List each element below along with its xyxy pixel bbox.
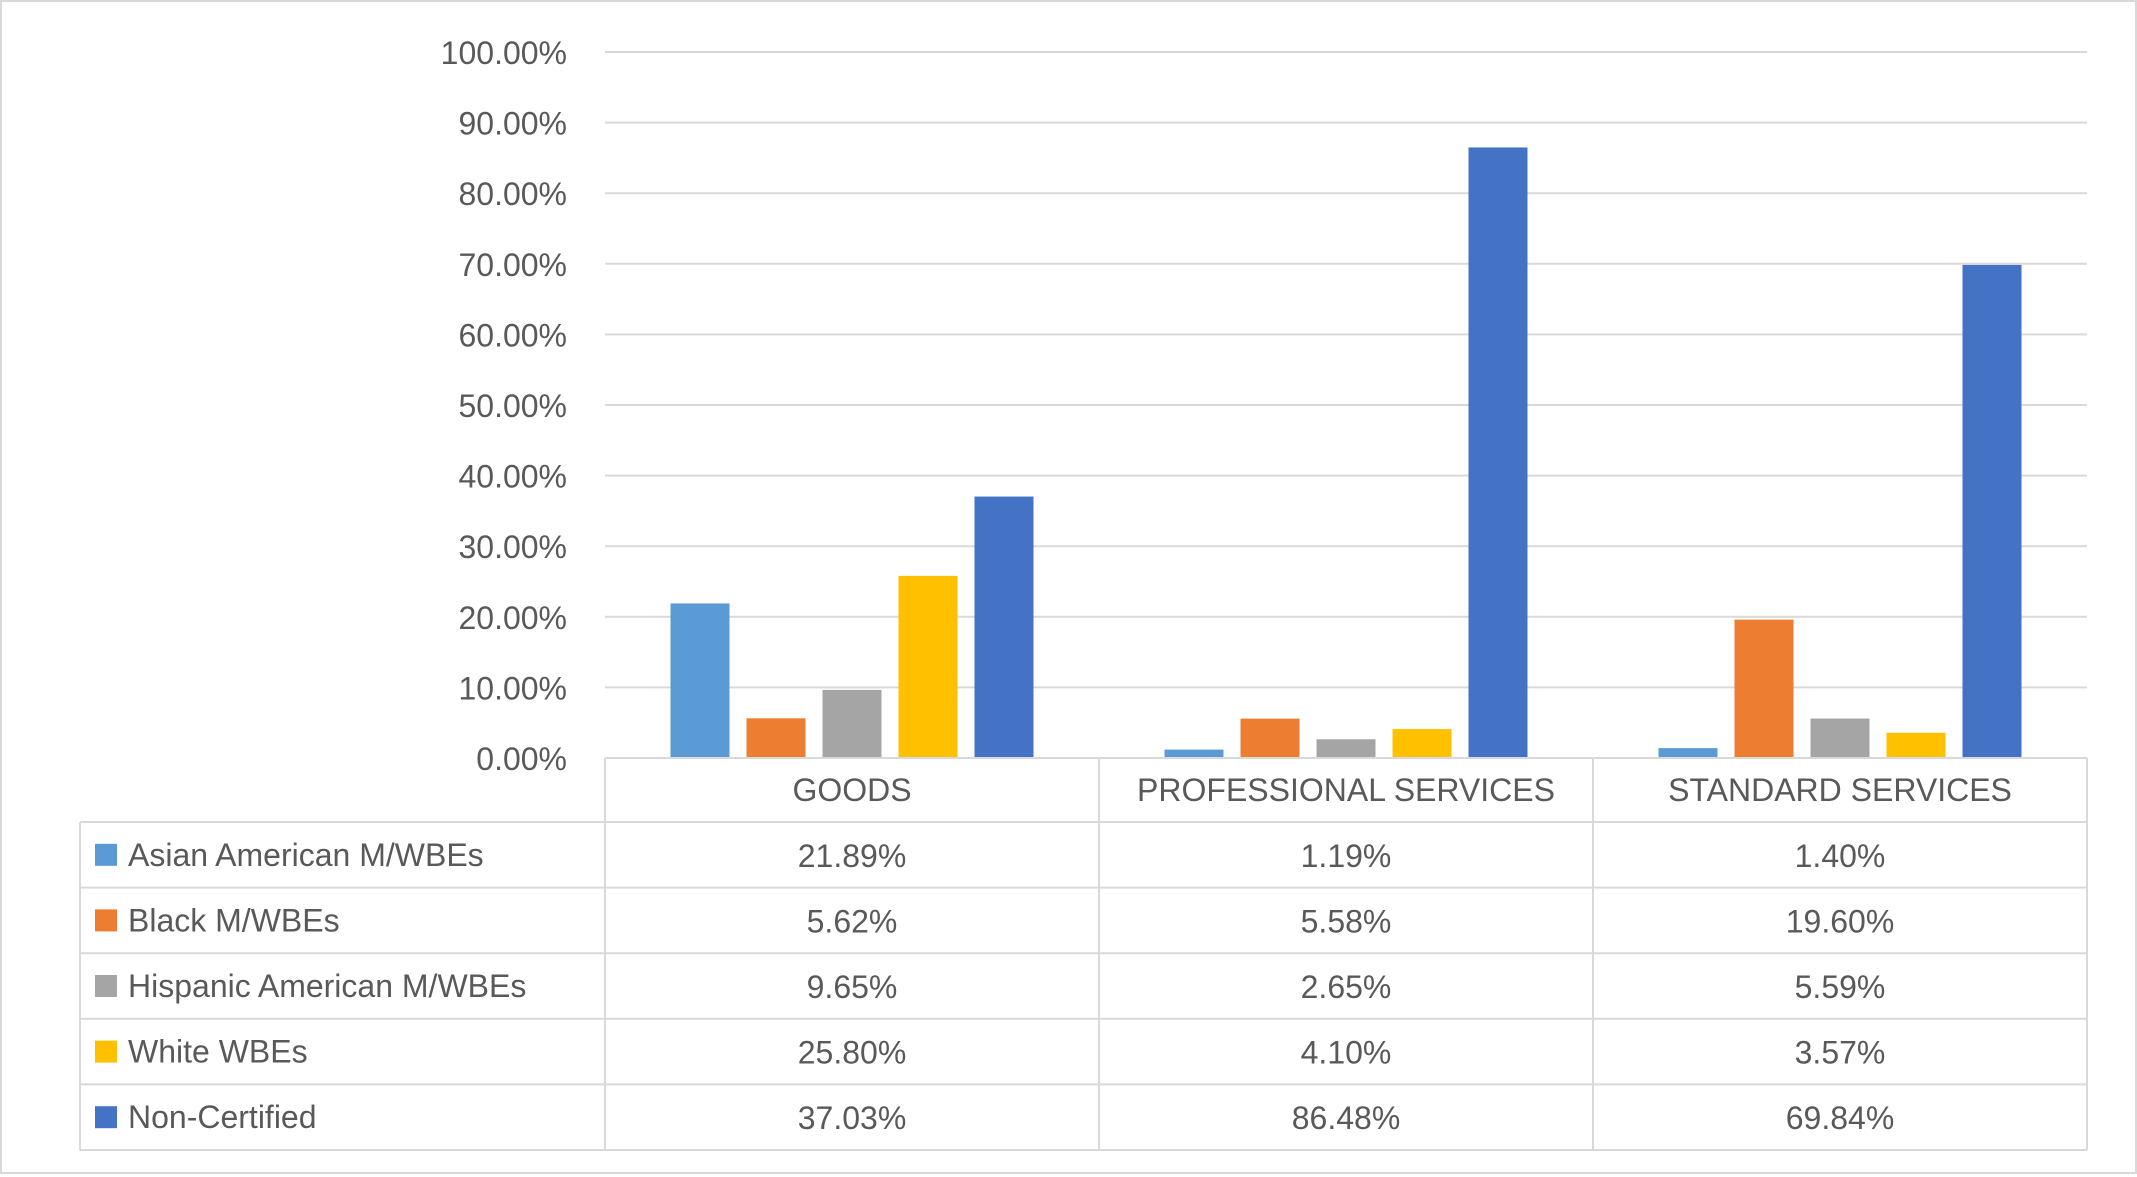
y-tick-label: 80.00% bbox=[458, 176, 567, 212]
x-tick-label: PROFESSIONAL SERVICES bbox=[1137, 772, 1555, 808]
bar-asian-american-m-wbes-professional-services bbox=[1164, 749, 1224, 758]
legend-label-non-certified: Non-Certified bbox=[128, 1099, 317, 1135]
y-tick-label: 10.00% bbox=[458, 670, 567, 706]
data-label: 21.89% bbox=[798, 838, 907, 874]
data-table: GOODS PROFESSIONAL SERVICES STANDARD SERVI… bbox=[79, 757, 2088, 1151]
data-label: 2.65% bbox=[1301, 969, 1392, 1005]
bar-non-certified-goods bbox=[974, 496, 1034, 758]
legend-label-asian-american-m-wbes: Asian American M/WBEs bbox=[128, 837, 484, 873]
bar-asian-american-m-wbes-standard-services bbox=[1658, 748, 1718, 758]
data-label: 1.40% bbox=[1795, 838, 1886, 874]
data-label: 5.59% bbox=[1795, 969, 1886, 1005]
bar-white-wbes-goods bbox=[898, 575, 958, 758]
bar-non-certified-standard-services bbox=[1962, 264, 2022, 758]
x-tick-label: GOODS bbox=[792, 772, 911, 808]
y-tick-label: 40.00% bbox=[458, 459, 567, 495]
y-tick-label: 30.00% bbox=[458, 529, 567, 565]
legend-key-black-m-wbes bbox=[95, 909, 117, 932]
bar-black-m-wbes-professional-services bbox=[1240, 718, 1300, 758]
gridlines bbox=[605, 51, 2087, 689]
bar-hispanic-american-m-wbes-professional-services bbox=[1316, 739, 1376, 758]
y-tick-label: 60.00% bbox=[458, 317, 567, 353]
data-label: 1.19% bbox=[1301, 838, 1392, 874]
y-tick-label: 70.00% bbox=[458, 247, 567, 283]
y-tick-label: 50.00% bbox=[458, 388, 567, 424]
bar-non-certified-professional-services bbox=[1468, 147, 1528, 759]
y-tick-label: 100.00% bbox=[441, 35, 567, 71]
y-tick-label: 90.00% bbox=[458, 106, 567, 142]
data-label: 69.84% bbox=[1786, 1100, 1895, 1136]
legend-label-hispanic-american-m-wbes: Hispanic American M/WBEs bbox=[128, 968, 526, 1004]
data-label: 5.62% bbox=[807, 903, 898, 939]
y-axis-tick-labels: 0.00% 10.00% 20.00% 30.00% 40.00% 50.00% 60.00… bbox=[441, 35, 567, 777]
data-label: 37.03% bbox=[798, 1100, 907, 1136]
data-label: 4.10% bbox=[1301, 1035, 1392, 1071]
bars bbox=[670, 147, 2022, 759]
legend-key-white-wbes bbox=[95, 1040, 117, 1063]
data-label: 19.60% bbox=[1786, 903, 1895, 939]
data-label: 9.65% bbox=[807, 969, 898, 1005]
data-label: 25.80% bbox=[798, 1035, 907, 1071]
y-tick-label: 0.00% bbox=[476, 741, 567, 777]
legend-label-black-m-wbes: Black M/WBEs bbox=[128, 902, 340, 938]
legend-label-white-wbes: White WBEs bbox=[128, 1034, 308, 1070]
x-tick-label: STANDARD SERVICES bbox=[1668, 772, 2012, 808]
y-tick-label: 20.00% bbox=[458, 600, 567, 636]
bar-white-wbes-professional-services bbox=[1392, 729, 1452, 758]
bar-white-wbes-standard-services bbox=[1886, 732, 1946, 758]
bar-black-m-wbes-standard-services bbox=[1734, 619, 1794, 758]
bar-hispanic-american-m-wbes-goods bbox=[822, 689, 882, 758]
bar-hispanic-american-m-wbes-standard-services bbox=[1810, 718, 1870, 758]
data-label: 5.58% bbox=[1301, 903, 1392, 939]
data-label: 86.48% bbox=[1292, 1100, 1401, 1136]
bar-asian-american-m-wbes-goods bbox=[670, 603, 730, 758]
legend-key-non-certified bbox=[95, 1106, 117, 1129]
data-label: 3.57% bbox=[1795, 1035, 1886, 1071]
legend-key-asian-american-m-wbes bbox=[95, 843, 117, 866]
legend-key-hispanic-american-m-wbes bbox=[95, 975, 117, 997]
bar-black-m-wbes-goods bbox=[746, 718, 806, 758]
